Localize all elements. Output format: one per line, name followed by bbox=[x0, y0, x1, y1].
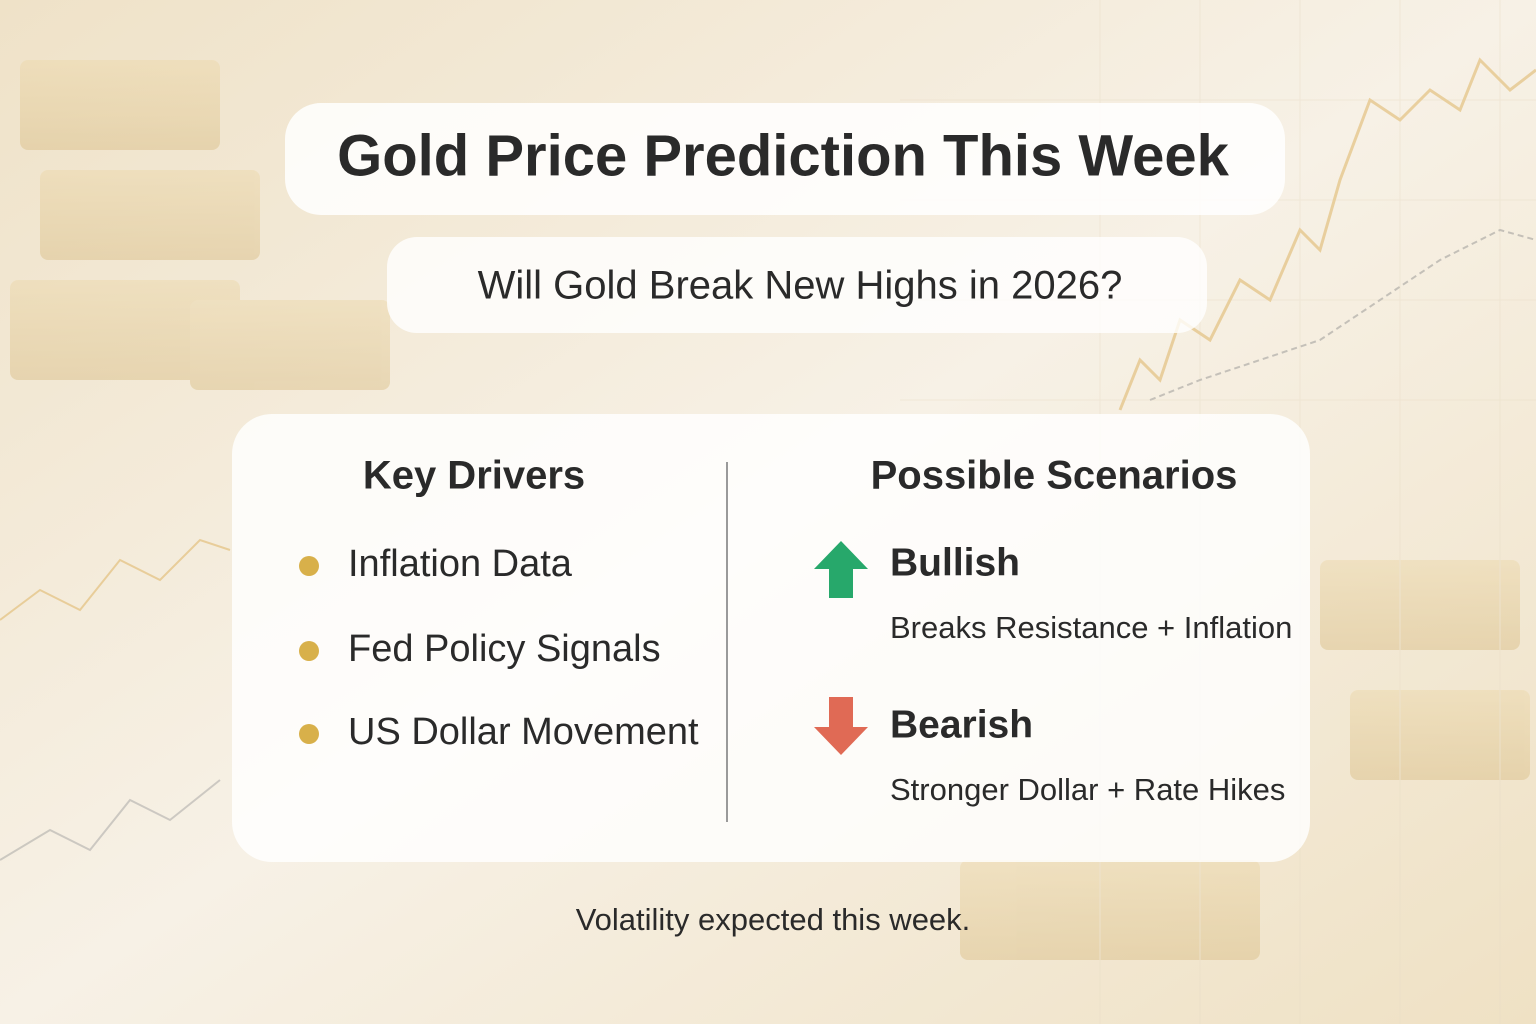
bullet bbox=[299, 556, 319, 576]
driver-item: US Dollar Movement bbox=[348, 711, 699, 753]
drivers-list: Inflation Data Fed Policy Signals US Dolla… bbox=[299, 543, 699, 753]
scenario-label: Bullish bbox=[890, 541, 1020, 584]
subtitle: Will Gold Break New Highs in 2026? bbox=[478, 264, 1123, 308]
bullet bbox=[299, 724, 319, 744]
driver-item: Fed Policy Signals bbox=[348, 628, 661, 670]
content-card bbox=[232, 414, 1310, 862]
scenario-description: Breaks Resistance + Inflation bbox=[890, 610, 1292, 645]
footer-note: Volatility expected this week. bbox=[576, 902, 971, 937]
title-box bbox=[285, 103, 1285, 215]
scenarios-heading: Possible Scenarios bbox=[871, 454, 1238, 498]
bearish-arrow bbox=[814, 697, 868, 755]
bullet bbox=[299, 641, 319, 661]
subtitle-box bbox=[387, 237, 1207, 333]
scenarios-list: Bullish Breaks Resistance + Inflation Bear… bbox=[890, 541, 1292, 807]
bullish-arrow bbox=[814, 541, 868, 598]
scenario-description: Stronger Dollar + Rate Hikes bbox=[890, 772, 1285, 807]
driver-item: Inflation Data bbox=[348, 543, 573, 585]
drivers-heading: Key Drivers bbox=[363, 454, 585, 498]
scenario-label: Bearish bbox=[890, 703, 1033, 746]
title: Gold Price Prediction This Week bbox=[337, 123, 1229, 188]
